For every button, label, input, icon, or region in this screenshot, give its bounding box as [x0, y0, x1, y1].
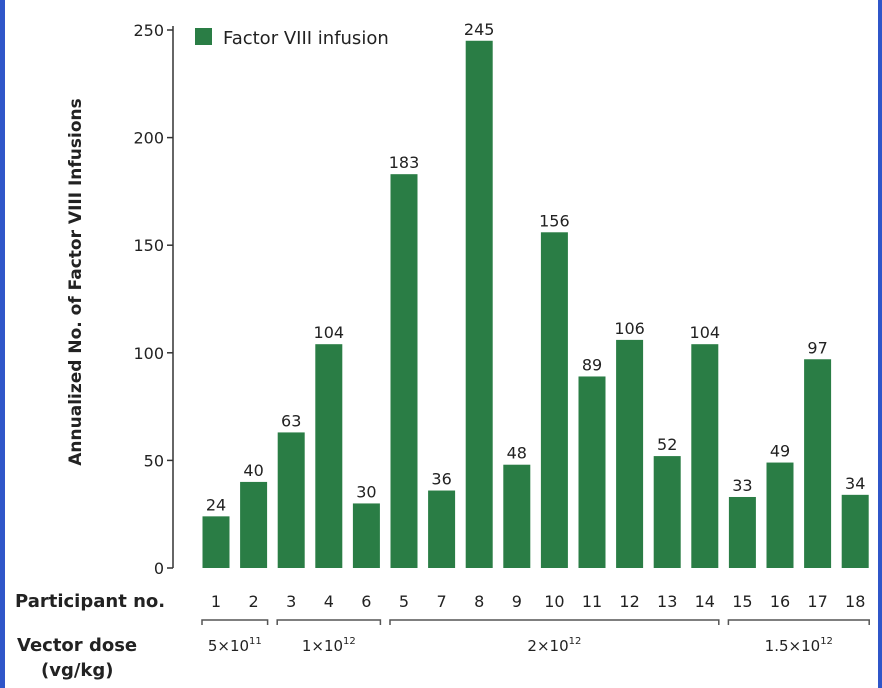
bar — [390, 174, 418, 568]
y-tick-label: 0 — [154, 559, 164, 578]
dose-groups: 5×1011 1×1012 2×1012 1.5×1012 — [201, 619, 870, 655]
participant-number: 5 — [399, 592, 409, 611]
participant-number: 4 — [324, 592, 334, 611]
participant-number: 9 — [512, 592, 522, 611]
bar-value-label: 63 — [281, 411, 301, 430]
y-tick-label: 200 — [133, 129, 164, 148]
participant-number: 17 — [807, 592, 827, 611]
bar — [540, 232, 568, 568]
x-tick-labels: 1 2 3 4 6 5 7 8 9 10 11 12 13 14 15 16 17 18 — [211, 592, 865, 611]
bar — [315, 344, 343, 568]
legend-label: Factor VIII infusion — [223, 28, 389, 49]
participant-number: 7 — [437, 592, 447, 611]
participant-number: 10 — [544, 592, 564, 611]
bar — [428, 490, 456, 568]
dose-bracket — [201, 619, 269, 625]
bar — [804, 359, 832, 568]
participant-number: 15 — [732, 592, 752, 611]
bar-value-label: 156 — [539, 211, 570, 230]
bar-value-label: 49 — [770, 442, 790, 461]
bar-value-label: 52 — [657, 435, 677, 454]
participant-number: 3 — [286, 592, 296, 611]
bar — [616, 339, 644, 568]
dose-bracket — [727, 619, 870, 625]
participant-number: 11 — [582, 592, 602, 611]
bars: 24 40 63 104 30 183 36 245 48 156 89 106 52 104 33 49 97… — [202, 20, 869, 568]
bar — [465, 40, 493, 568]
y-axis: 0 50 100 150 200 250 — [133, 21, 174, 578]
bar — [202, 516, 230, 568]
bar — [503, 464, 531, 568]
bar-value-label: 48 — [507, 444, 527, 463]
bar-value-label: 104 — [314, 323, 345, 342]
participant-number: 6 — [361, 592, 371, 611]
y-tick-label: 150 — [133, 236, 164, 255]
legend-swatch — [195, 28, 212, 45]
participant-number: 13 — [657, 592, 677, 611]
bar — [352, 503, 380, 568]
bar-value-label: 36 — [431, 470, 451, 489]
legend: Factor VIII infusion — [195, 28, 389, 49]
bar — [728, 496, 756, 568]
participant-number: 16 — [770, 592, 790, 611]
bar-value-label: 106 — [614, 319, 645, 338]
participant-row-label: Participant no. — [15, 591, 165, 612]
bar — [691, 344, 719, 568]
dose-value: 1×1012 — [302, 636, 356, 655]
vector-dose-label: Vector dose — [17, 635, 137, 656]
y-axis-label: Annualized No. of Factor VIII Infusions — [66, 98, 86, 465]
dose-value: 1.5×1012 — [765, 636, 833, 655]
bar-value-label: 33 — [732, 476, 752, 495]
bar — [653, 456, 681, 568]
bar-value-label: 104 — [690, 323, 721, 342]
bar-value-label: 245 — [464, 20, 495, 39]
y-tick-label: 100 — [133, 344, 164, 363]
dose-bracket — [276, 619, 382, 625]
bar-value-label: 40 — [243, 461, 263, 480]
participant-number: 8 — [474, 592, 484, 611]
dose-value: 2×1012 — [527, 636, 581, 655]
bar — [240, 481, 268, 568]
dose-bracket — [389, 619, 720, 625]
vector-dose-unit: (vg/kg) — [41, 660, 114, 681]
participant-number: 1 — [211, 592, 221, 611]
y-tick-label: 250 — [133, 21, 164, 40]
participant-number: 2 — [249, 592, 259, 611]
participant-number: 14 — [695, 592, 715, 611]
bar-value-label: 30 — [356, 482, 376, 501]
participant-number: 18 — [845, 592, 865, 611]
bar-value-label: 97 — [807, 338, 827, 357]
bar-value-label: 34 — [845, 474, 865, 493]
dose-value: 5×1011 — [208, 636, 262, 655]
bar — [578, 376, 606, 568]
bar-value-label: 183 — [389, 153, 420, 172]
bar-value-label: 24 — [206, 495, 226, 514]
participant-number: 12 — [619, 592, 639, 611]
bar — [841, 494, 869, 568]
bar-value-label: 89 — [582, 355, 602, 374]
bar — [277, 432, 305, 568]
y-tick-label: 50 — [144, 451, 164, 470]
bar — [766, 462, 794, 568]
